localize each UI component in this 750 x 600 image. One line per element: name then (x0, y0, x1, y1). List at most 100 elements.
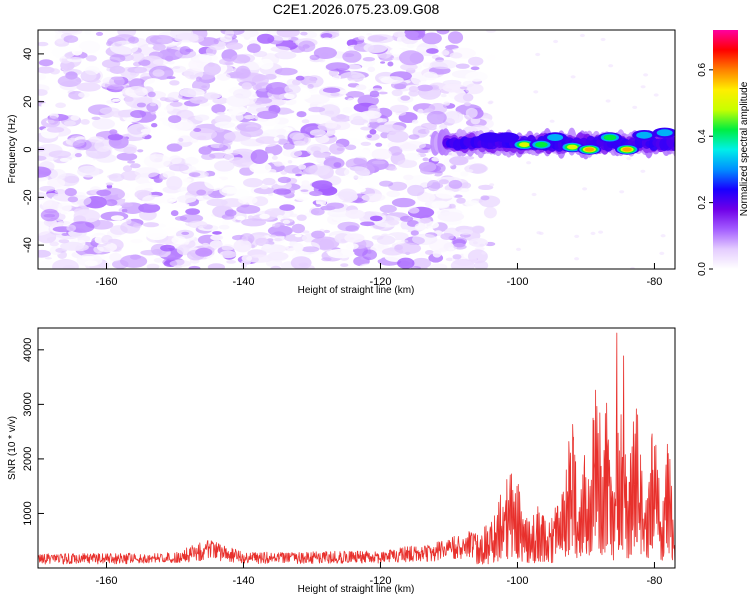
noise-blob (360, 141, 371, 146)
noise-blob (283, 165, 302, 174)
noise-blob (300, 189, 309, 192)
noise-blob (487, 101, 493, 105)
noise-blob (435, 189, 456, 199)
noise-blob (301, 180, 310, 186)
noise-blob (151, 123, 158, 128)
noise-blob (214, 160, 235, 172)
y-tick-label: -20 (22, 189, 34, 205)
noise-blob (455, 63, 470, 69)
signal-hotspot-level (547, 134, 564, 141)
noise-blob (203, 92, 220, 100)
noise-blob (400, 95, 411, 101)
noise-blob (352, 115, 364, 125)
signal-hotspot-level (478, 132, 503, 143)
noise-blob (308, 106, 326, 113)
noise-blob (67, 196, 79, 203)
noise-blob (233, 88, 252, 99)
noise-blob (149, 35, 174, 45)
noise-blob (391, 89, 403, 97)
noise-blob (127, 123, 151, 138)
noise-blob (220, 198, 244, 208)
noise-blob (145, 228, 168, 241)
noise-blob (136, 102, 146, 108)
noise-blob (339, 71, 366, 84)
noise-blob (481, 251, 487, 255)
noise-blob (170, 210, 179, 217)
noise-blob (387, 220, 400, 226)
noise-blob (418, 265, 428, 269)
noise-blob (212, 231, 222, 235)
x-tick-label: -120 (369, 575, 391, 587)
noise-blob (310, 207, 325, 216)
noise-blob (283, 212, 291, 217)
noise-blob (89, 220, 114, 230)
noise-blob (152, 43, 166, 51)
noise-blob (188, 265, 201, 269)
spectrogram-x-axis: -160 -140 -120 -100 -80 (95, 263, 662, 288)
noise-blob (410, 266, 421, 269)
colorbar-ticks: 0.0 0.2 0.4 0.6 (697, 62, 713, 276)
noise-blob (109, 252, 122, 262)
noise-blob (189, 96, 209, 104)
noise-blob (241, 82, 253, 90)
noise-blob (185, 208, 201, 216)
noise-blob (344, 233, 365, 243)
noise-blob (120, 221, 141, 234)
noise-blob (166, 60, 175, 65)
noise-blob (78, 156, 94, 164)
noise-blob (38, 73, 47, 81)
noise-blob (387, 61, 394, 67)
signal-hotspot (597, 132, 622, 143)
noise-blob (300, 31, 308, 36)
noise-blob (404, 152, 421, 161)
noise-blob (179, 213, 204, 223)
noise-blob (660, 234, 666, 238)
noise-blob (54, 30, 63, 34)
noise-blob (393, 31, 406, 38)
noise-blob (66, 224, 77, 232)
noise-blob (465, 169, 474, 173)
noise-blob (236, 204, 261, 214)
noise-blob (60, 211, 68, 215)
noise-blob (443, 101, 451, 106)
noise-blob (292, 79, 301, 86)
noise-blob (148, 44, 154, 48)
noise-blob (404, 30, 426, 41)
noise-blob (426, 110, 447, 125)
noise-blob (295, 173, 302, 177)
noise-blob (553, 39, 559, 44)
noise-blob (255, 237, 269, 247)
signal-hotspot (615, 144, 640, 155)
noise-blob (516, 247, 521, 251)
noise-blob (369, 90, 380, 98)
noise-blob (78, 183, 88, 187)
noise-blob (51, 46, 76, 59)
x-tick-label: -120 (369, 276, 391, 288)
noise-blob (111, 76, 124, 81)
noise-blob (197, 160, 210, 168)
noise-blob (166, 176, 183, 191)
signal-hotspot-level (567, 144, 578, 150)
noise-blob (391, 197, 416, 208)
noise-blob (358, 35, 365, 40)
noise-blob (422, 71, 438, 81)
noise-blob (367, 34, 395, 44)
noise-blob (340, 263, 349, 267)
noise-blob (464, 102, 471, 107)
noise-blob (221, 244, 235, 251)
snr-panel: -160 -140 -120 -100 -80 1000 2000 3000 4000 Hei… (7, 327, 676, 595)
noise-blob (389, 48, 404, 55)
signal-hotspot (512, 139, 537, 150)
noise-blob (448, 203, 456, 209)
noise-blob (449, 156, 469, 166)
noise-blob (453, 242, 465, 248)
noise-blob (265, 82, 289, 95)
noise-blob (311, 230, 325, 239)
noise-blob (149, 102, 157, 107)
noise-blob (292, 40, 301, 44)
noise-blob (91, 116, 101, 121)
noise-blob (189, 74, 196, 79)
noise-blob (46, 126, 65, 133)
noise-blob (531, 192, 537, 197)
noise-blob (233, 239, 252, 253)
